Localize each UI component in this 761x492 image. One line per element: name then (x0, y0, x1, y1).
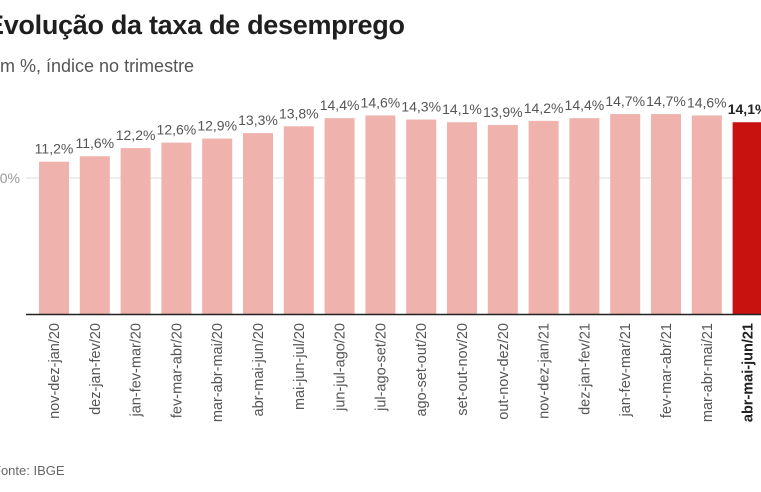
data-label: 14,3% (401, 99, 441, 115)
value-labels: 11,2% 11,6%12,2% 12,6% 12,9% 13,3% 13,8%14,4%… (35, 93, 761, 157)
bar (161, 142, 192, 314)
bar (487, 124, 518, 315)
bar (406, 119, 437, 315)
x-tick-label: nov-dez-jan/20 (47, 323, 63, 419)
data-label: 11,2% (35, 141, 74, 157)
data-label: 13,8% (279, 105, 319, 121)
chart-subtitle: Em %, índice no trimestre (0, 56, 195, 76)
bar (691, 115, 722, 314)
x-tick-label: mai-jun-jul/20 (292, 323, 308, 410)
data-label: 14,1% (442, 101, 482, 117)
x-tick-label: jul-ago-set/20 (373, 323, 389, 412)
x-tick-label: out-nov-dez/20 (496, 323, 512, 420)
data-label: 11,6% (75, 135, 114, 151)
x-tick-label: jan-fev-mar/21 (618, 323, 634, 417)
bar (610, 114, 641, 314)
bar (243, 133, 273, 314)
data-label: 14,1% (728, 101, 761, 117)
x-tick-label: abr-mai-jun/21 (741, 323, 757, 422)
x-tick-label: nov-dez-jan/21 (537, 323, 553, 419)
bar (447, 122, 477, 315)
bar (528, 120, 559, 314)
x-tick-label: dez-jan-fev/21 (577, 323, 593, 415)
data-label: 14,6% (361, 94, 401, 110)
x-tick-label: dez-jan-fev/20 (88, 323, 104, 415)
bar (569, 118, 600, 314)
data-label: 14,7% (646, 93, 686, 109)
x-tick-label: jan-fev-mar/20 (129, 323, 145, 417)
data-label: 14,2% (524, 100, 564, 116)
data-label: 14,6% (687, 94, 727, 110)
data-label: 13,3% (238, 112, 278, 128)
x-tick-label: mar-abr-mai/21 (700, 323, 716, 422)
x-tick-label: fev-mar-abr/21 (659, 323, 675, 418)
bar (651, 114, 681, 314)
bar (120, 148, 151, 314)
bar (324, 118, 355, 314)
y-tick-label: 10% (0, 170, 20, 186)
bar (365, 115, 396, 314)
data-label: 13,9% (483, 104, 523, 120)
data-label: 14,4% (565, 97, 605, 113)
data-label: 12,6% (157, 122, 197, 138)
x-tick-label: abr-mai-jun/20 (251, 323, 267, 417)
x-tick-label: fev-mar-abr/20 (169, 323, 185, 418)
source-note: Fonte: IBGE (0, 463, 65, 478)
bar (283, 126, 314, 314)
data-label: 14,7% (605, 93, 645, 109)
x-tick-labels: nov-dez-jan/20 dez-jan-fev/20 jan-fev-mar/… (47, 323, 757, 422)
x-tick-label: mar-abr-mai/20 (210, 323, 226, 422)
bar (39, 161, 69, 314)
bar (732, 122, 761, 315)
chart-title: Evolução da taxa de desemprego (0, 10, 405, 40)
x-tick-label: set-out-nov/20 (455, 323, 471, 416)
x-tick-label: ago-set-out/20 (414, 323, 430, 417)
x-tick-label: jun-jul-ago/20 (333, 323, 349, 412)
data-label: 12,2% (116, 127, 156, 143)
data-label: 14,4% (320, 97, 360, 113)
bar (79, 156, 110, 314)
bar (202, 138, 233, 314)
bars (39, 114, 761, 315)
data-label: 12,9% (197, 118, 237, 134)
